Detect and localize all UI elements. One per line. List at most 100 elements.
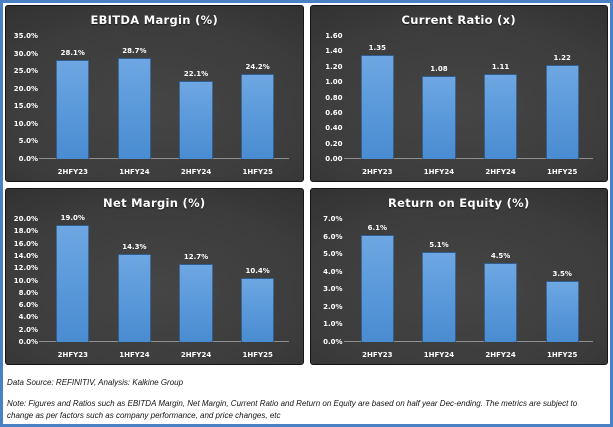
x-axis-category-label: 1HFY24 <box>423 168 455 176</box>
y-axis-tick-label: 6.0% <box>323 232 343 241</box>
bar-value-label: 1.11 <box>491 62 510 71</box>
bar-value-label: 4.5% <box>490 251 511 260</box>
bar-value-label: 12.7% <box>183 252 209 261</box>
y-axis-tick-label: 14.0% <box>13 251 38 260</box>
x-axis-category-label: 2HFY24 <box>180 351 212 359</box>
bar-slot: 5.1% <box>408 219 470 342</box>
bar <box>545 65 579 159</box>
y-axis: 0.0% 5.0% 10.0% 15.0% 20.0% 25.0% 30.0% 35.0% <box>10 32 42 163</box>
chart-title: Current Ratio (x) <box>401 13 516 27</box>
y-axis-tick-label: 20.0% <box>13 84 38 93</box>
y-axis-tick-label: 0.00 <box>325 155 343 163</box>
chart-panel: Current Ratio (x) 0.00 0.20 0.40 0.60 0.80 1.… <box>309 5 608 182</box>
plot-row: 0.0% 5.0% 10.0% 15.0% 20.0% 25.0% 30.0% 35.0% 2… <box>10 32 289 163</box>
y-axis-tick-label: 35.0% <box>13 32 38 40</box>
chart-title: EBITDA Margin (%) <box>90 13 219 27</box>
plot-row: 0.0% 1.0% 2.0% 3.0% 4.0% 5.0% 6.0% 7.0% 6.1% 5.1… <box>315 215 593 346</box>
charts-grid: EBITDA Margin (%) 0.0% 5.0% 10.0% 15.0% 20.0… <box>3 3 610 367</box>
x-axis-category-label: 2HFY24 <box>485 168 516 176</box>
chart-panel: EBITDA Margin (%) 0.0% 5.0% 10.0% 15.0% 20.0… <box>5 5 304 182</box>
bar-value-label: 24.2% <box>245 62 270 71</box>
data-source-line: Data Source: REFINITIV, Analysis: Kalkin… <box>7 378 184 387</box>
y-axis-tick-label: 0.80 <box>325 93 343 102</box>
bar-value-label: 28.7% <box>122 47 147 56</box>
bar <box>241 73 275 159</box>
chart-title: Return on Equity (%) <box>387 196 530 210</box>
x-axis: 2HFY23 1HFY24 2HFY24 1HFY25 <box>42 351 289 359</box>
y-axis-tick-label: 1.60 <box>325 32 343 40</box>
bar-slot: 24.2% <box>227 36 289 159</box>
x-axis: 2HFY23 1HFY24 2HFY24 1HFY25 <box>42 168 289 176</box>
bar-value-label: 1.35 <box>368 44 386 53</box>
bar <box>179 263 213 342</box>
y-axis-tick-label: 4.0% <box>18 313 38 322</box>
x-axis: 2HFY23 1HFY24 2HFY24 1HFY25 <box>347 168 594 176</box>
y-axis: 0.0% 2.0% 4.0% 6.0% 8.0% 10.0% 12.0% 14.0% 16.0%… <box>10 215 42 346</box>
bar-value-label: 19.0% <box>60 214 85 223</box>
bar-slot: 28.1% <box>42 36 104 159</box>
bar-slot: 1.08 <box>408 36 470 159</box>
x-axis-baseline <box>343 341 593 342</box>
bar-value-label: 22.1% <box>183 70 209 79</box>
x-axis-category-label: 2HFY23 <box>57 168 88 176</box>
bar-slot: 1.35 <box>347 36 409 159</box>
bar-value-label: 28.1% <box>60 49 85 58</box>
bar <box>56 60 90 159</box>
bar <box>483 73 518 159</box>
y-axis-tick-label: 2.0% <box>323 302 343 311</box>
x-axis: 2HFY23 1HFY24 2HFY24 1HFY25 <box>347 351 594 359</box>
chart-panel: Return on Equity (%) 0.0% 1.0% 2.0% 3.0% 4.0… <box>309 188 608 365</box>
bar <box>483 262 518 342</box>
x-axis-category-label: 1HFY25 <box>242 351 273 359</box>
x-axis-category-label: 2HFY23 <box>362 351 393 359</box>
x-axis-category-label: 1HFY25 <box>547 351 578 359</box>
y-axis-tick-label: 0.0% <box>18 155 38 163</box>
bar <box>117 254 152 342</box>
x-axis-baseline <box>39 158 289 159</box>
y-axis-tick-label: 5.0% <box>323 250 343 259</box>
bar-slot: 22.1% <box>165 36 227 159</box>
bar <box>422 75 456 159</box>
y-axis-tick-label: 30.0% <box>13 49 38 58</box>
bar-slot: 28.7% <box>104 36 166 159</box>
bar-value-label: 1.22 <box>553 54 571 63</box>
y-axis-tick-label: 0.60 <box>325 108 343 117</box>
chart-title: Net Margin (%) <box>103 196 206 210</box>
bar <box>241 278 275 342</box>
y-axis-tick-label: 0.20 <box>325 139 343 148</box>
plot-area: 19.0% 14.3% 12.7% 10.4% <box>39 214 289 342</box>
bar-slot: 3.5% <box>531 219 593 342</box>
bar <box>422 252 456 342</box>
note-line: Note: Figures and Ratios such as EBITDA … <box>7 399 578 420</box>
bar-slot: 14.3% <box>104 219 166 342</box>
y-axis-tick-label: 16.0% <box>13 239 38 248</box>
y-axis-tick-label: 1.20 <box>325 62 343 71</box>
bar-value-label: 5.1% <box>429 241 449 250</box>
plot-area: 1.35 1.08 1.11 1.22 <box>343 36 593 159</box>
y-axis-tick-label: 1.40 <box>325 47 343 56</box>
x-axis-category-label: 1HFY24 <box>119 351 150 359</box>
bar-value-label: 10.4% <box>245 267 270 276</box>
x-axis-baseline <box>39 341 289 342</box>
y-axis-tick-label: 8.0% <box>18 288 38 297</box>
bar-slot: 12.7% <box>165 219 227 342</box>
y-axis-tick-label: 7.0% <box>323 215 343 223</box>
x-axis-baseline <box>343 158 593 159</box>
bar-slot: 10.4% <box>227 219 289 342</box>
y-axis-tick-label: 18.0% <box>13 227 38 236</box>
bar-value-label: 14.3% <box>122 243 147 252</box>
footer-notes: Data Source: REFINITIV, Analysis: Kalkin… <box>3 367 610 422</box>
x-axis-category-label: 1HFY24 <box>423 351 455 359</box>
y-axis-tick-label: 4.0% <box>323 267 343 276</box>
plot-area: 28.1% 28.7% 22.1% 24.2% <box>39 36 289 159</box>
bar-value-label: 6.1% <box>367 223 388 232</box>
y-axis-tick-label: 15.0% <box>13 102 38 111</box>
y-axis-tick-label: 0.0% <box>323 338 343 346</box>
y-axis-tick-label: 1.0% <box>323 320 343 329</box>
x-axis-category-label: 2HFY24 <box>180 168 212 176</box>
y-axis-tick-label: 12.0% <box>13 264 38 273</box>
y-axis-tick-label: 20.0% <box>13 215 38 223</box>
bar <box>360 234 394 342</box>
plot-row: 0.00 0.20 0.40 0.60 0.80 1.00 1.20 1.40 1.60 1.3… <box>315 32 593 163</box>
